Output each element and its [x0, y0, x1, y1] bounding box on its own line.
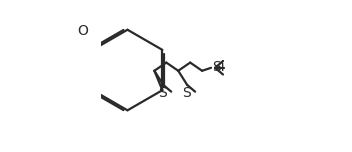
Text: O: O [77, 24, 88, 38]
Text: Si: Si [212, 60, 224, 74]
Text: S: S [158, 86, 167, 100]
Text: S: S [182, 86, 191, 100]
